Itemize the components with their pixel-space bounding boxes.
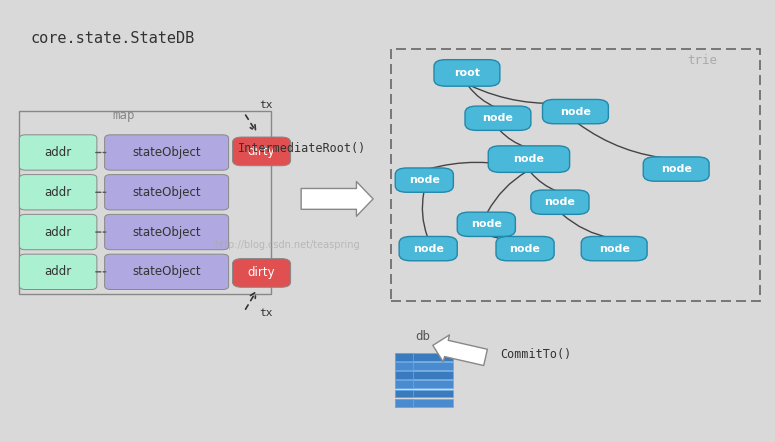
Text: stateObject: stateObject [133, 146, 201, 159]
Bar [395, 399, 412, 407]
Text: addr: addr [44, 146, 72, 159]
FancyBboxPatch shape [496, 236, 554, 261]
Bar [395, 389, 453, 397]
Text: db: db [415, 330, 430, 343]
FancyBboxPatch shape [488, 146, 570, 172]
Text: dirty: dirty [248, 267, 275, 279]
FancyBboxPatch shape [531, 190, 589, 214]
FancyBboxPatch shape [457, 212, 515, 236]
Bar [395, 381, 412, 388]
FancyBboxPatch shape [465, 106, 531, 130]
Text: node: node [409, 175, 439, 185]
Bar [395, 362, 412, 370]
Text: tx: tx [260, 100, 273, 110]
Bar [395, 371, 453, 379]
FancyBboxPatch shape [105, 135, 229, 170]
FancyBboxPatch shape [399, 236, 457, 261]
Text: node: node [413, 244, 443, 254]
Bar [395, 362, 453, 370]
FancyArrowPatch shape [301, 182, 373, 216]
FancyBboxPatch shape [643, 157, 709, 181]
Text: core.state.StateDB: core.state.StateDB [31, 31, 195, 46]
Bar [395, 389, 412, 397]
Text: node: node [471, 219, 501, 229]
Bar [395, 353, 453, 361]
FancyBboxPatch shape [542, 99, 608, 124]
FancyBboxPatch shape [434, 60, 500, 86]
FancyBboxPatch shape [19, 175, 97, 210]
Text: tx: tx [260, 308, 273, 318]
Text: node: node [483, 113, 513, 123]
FancyBboxPatch shape [19, 254, 97, 290]
Text: stateObject: stateObject [133, 265, 201, 278]
Text: node: node [560, 107, 591, 117]
Text: dirty: dirty [248, 145, 275, 158]
Bar [395, 381, 453, 388]
Text: stateObject: stateObject [133, 225, 201, 239]
Text: http://blog.csdn.net/teaspring: http://blog.csdn.net/teaspring [214, 240, 360, 250]
Text: root: root [454, 68, 480, 78]
Text: addr: addr [44, 225, 72, 239]
Text: node: node [510, 244, 540, 254]
Text: node: node [514, 154, 544, 164]
Text: map: map [112, 109, 135, 122]
Bar [395, 371, 412, 379]
Text: CommitTo(): CommitTo() [500, 348, 571, 361]
Text: IntermediateRoot(): IntermediateRoot() [238, 142, 367, 156]
FancyBboxPatch shape [19, 214, 97, 250]
FancyArrowPatch shape [432, 335, 487, 366]
FancyBboxPatch shape [105, 175, 229, 210]
Text: trie: trie [687, 54, 717, 67]
FancyBboxPatch shape [581, 236, 647, 261]
Bar [395, 399, 453, 407]
Text: node: node [545, 197, 575, 207]
Text: addr: addr [44, 186, 72, 199]
Text: node: node [599, 244, 629, 254]
FancyBboxPatch shape [395, 168, 453, 192]
Bar [395, 353, 412, 361]
Text: node: node [661, 164, 691, 174]
Text: addr: addr [44, 265, 72, 278]
FancyBboxPatch shape [105, 254, 229, 290]
FancyBboxPatch shape [232, 259, 291, 287]
FancyBboxPatch shape [105, 214, 229, 250]
Text: stateObject: stateObject [133, 186, 201, 199]
FancyBboxPatch shape [232, 137, 291, 166]
FancyBboxPatch shape [19, 135, 97, 170]
